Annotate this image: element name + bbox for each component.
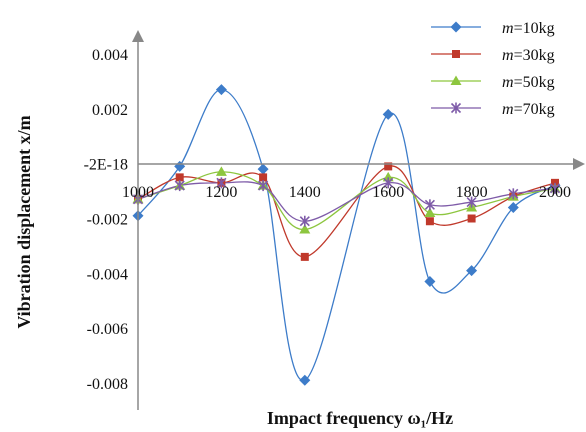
- legend-label: m=70kg: [502, 101, 555, 118]
- legend: m=10kg m=30kg m=50kg m=70kg: [431, 20, 555, 118]
- y-tick-label: -0.004: [87, 266, 128, 283]
- y-axis-title: Vibration displacement x/m: [14, 115, 34, 328]
- y-tick-labels: 0.004 0.002 -2E-18 -0.002 -0.004 -0.006 -0.008: [84, 47, 128, 393]
- series-line-m-30kg: [137, 165, 556, 258]
- y-tick-label: 0.004: [92, 47, 128, 64]
- y-tick-label: -2E-18: [84, 157, 128, 174]
- data-point: [215, 166, 227, 176]
- x-tick-label: 1400: [289, 184, 321, 201]
- data-point: [259, 173, 268, 182]
- x-tick-label: 1800: [456, 184, 488, 201]
- data-point: [258, 180, 269, 192]
- legend-marker: [450, 21, 462, 33]
- data-point: [174, 160, 186, 172]
- data-point: [215, 84, 227, 96]
- legend-label: m=30kg: [502, 47, 555, 64]
- data-point: [384, 162, 393, 171]
- data-point: [382, 108, 394, 120]
- y-tick-label: -0.008: [87, 376, 128, 393]
- data-point: [299, 215, 310, 227]
- data-point: [424, 276, 436, 288]
- data-point: [257, 163, 269, 175]
- data-point: [507, 202, 519, 214]
- data-point: [425, 217, 434, 226]
- x-tick-label: 1600: [372, 184, 404, 201]
- x-tick-label: 2000: [539, 184, 571, 201]
- data-point: [424, 199, 435, 211]
- data-point: [299, 223, 311, 234]
- series-line-m-70kg: [137, 181, 556, 222]
- data-point: [300, 252, 309, 261]
- data-point: [174, 180, 185, 192]
- x-axis-title: Impact frequency ω₁/Hz: [267, 408, 453, 428]
- x-tick-labels: 1000 1200 1400 1600 1800 2000: [122, 184, 571, 201]
- legend-label: m=50kg: [502, 74, 555, 91]
- legend-marker: [452, 50, 460, 58]
- series-markers: [132, 84, 561, 386]
- x-tick-label: 1200: [205, 184, 237, 201]
- data-point: [299, 374, 311, 386]
- data-point: [175, 173, 184, 182]
- legend-label: m=10kg: [502, 20, 555, 37]
- series-line-m-10kg: [137, 88, 556, 381]
- series-curves: [137, 88, 556, 381]
- y-tick-label: -0.002: [87, 212, 128, 229]
- x-axis-arrow: [573, 158, 585, 170]
- axes: [132, 30, 585, 410]
- legend-marker: [450, 75, 462, 85]
- y-axis-arrow: [132, 30, 144, 42]
- data-point: [216, 177, 227, 189]
- series-line-m-50kg: [137, 171, 556, 231]
- data-point: [466, 196, 477, 208]
- y-tick-label: 0.002: [92, 102, 128, 119]
- legend-marker: [450, 102, 462, 114]
- data-point: [467, 214, 476, 223]
- y-tick-label: -0.006: [87, 321, 128, 338]
- data-point: [508, 188, 519, 200]
- x-tick-label: 1000: [122, 184, 154, 201]
- data-point: [424, 207, 436, 218]
- data-point: [466, 265, 478, 277]
- data-point: [383, 177, 394, 189]
- data-point: [549, 182, 561, 194]
